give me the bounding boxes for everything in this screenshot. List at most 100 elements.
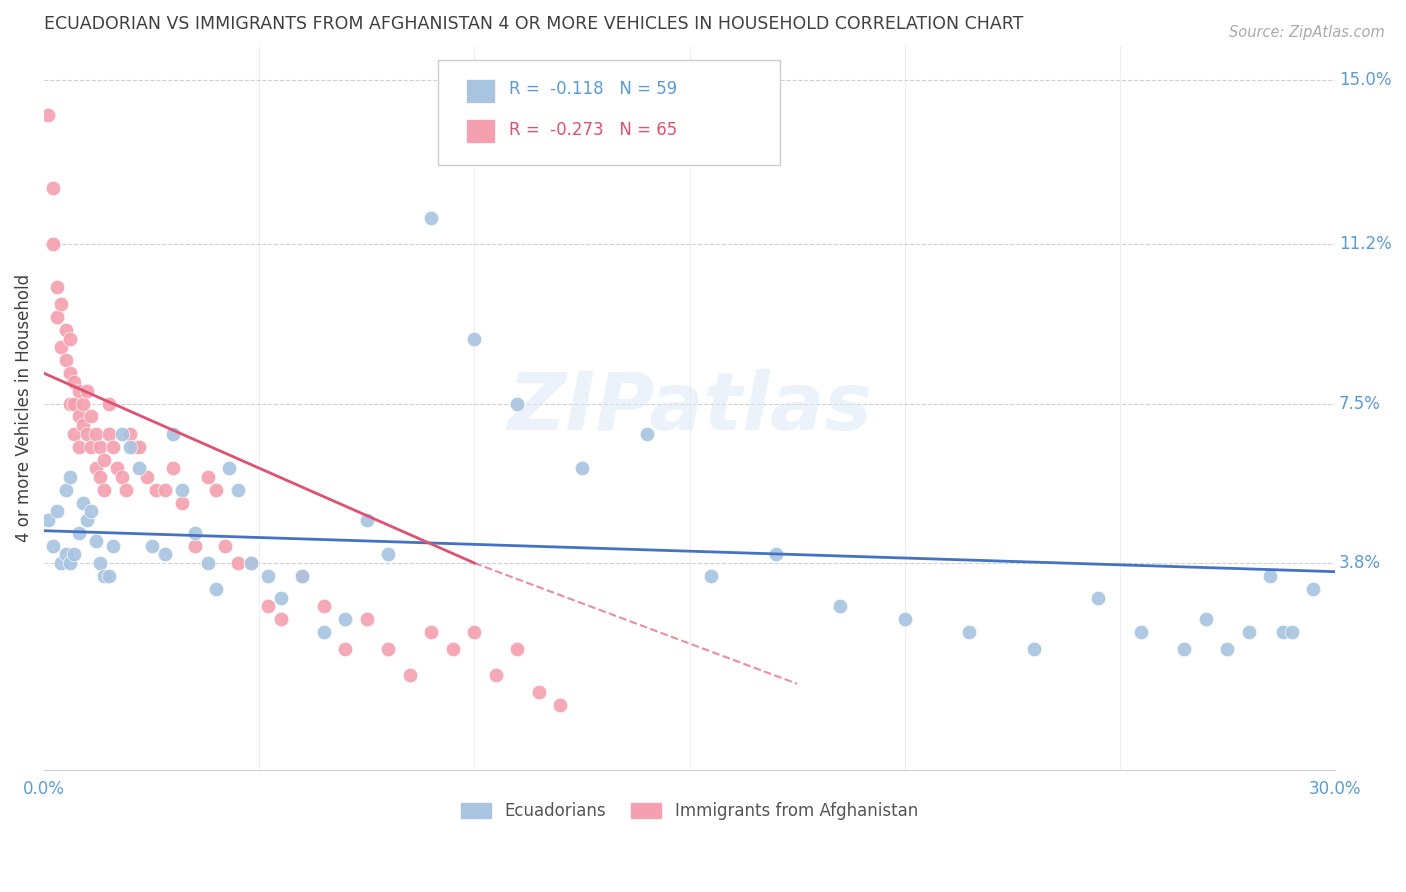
Point [84,426,107,441]
Point [205,483,228,497]
Point [51,556,73,570]
Point [636,426,658,441]
Point [63,375,86,389]
Point [101,440,124,454]
Point [226,483,249,497]
Point [162,461,184,475]
Point [197,556,219,570]
Point [441,642,464,657]
Point [356,513,378,527]
Point [1302,582,1324,596]
Point [55,353,77,368]
Point [527,685,550,699]
Point [1281,625,1303,640]
Bar [467,120,495,144]
Point [76,426,98,441]
Legend: Ecuadorians, Immigrants from Afghanistan: Ecuadorians, Immigrants from Afghanistan [454,796,925,827]
Point [67,409,90,424]
Point [115,483,138,497]
Point [830,599,852,614]
Point [1237,625,1260,640]
Point [1087,591,1109,605]
Point [1173,642,1195,657]
Text: Source: ZipAtlas.com: Source: ZipAtlas.com [1229,25,1385,40]
Point [41,237,63,252]
Text: 3.8%: 3.8% [1339,554,1381,572]
Y-axis label: 4 or more Vehicles in Household: 4 or more Vehicles in Household [15,274,32,542]
Point [67,384,90,398]
Point [136,470,159,484]
Point [291,569,314,583]
Point [128,440,150,454]
Point [89,470,111,484]
Point [270,612,292,626]
Point [41,539,63,553]
Point [59,396,82,410]
FancyBboxPatch shape [437,60,780,165]
Point [1130,625,1153,640]
Point [239,556,262,570]
Point [37,108,59,122]
Point [463,625,485,640]
Text: R =  -0.118   N = 59: R = -0.118 N = 59 [509,79,678,98]
Point [257,569,280,583]
Point [700,569,723,583]
Point [59,367,82,381]
Point [80,409,103,424]
Point [957,625,980,640]
Point [356,612,378,626]
Point [59,332,82,346]
Point [893,612,915,626]
Point [97,426,120,441]
Point [183,525,205,540]
Text: ZIPatlas: ZIPatlas [508,368,872,447]
Text: 11.2%: 11.2% [1339,235,1392,253]
Point [1216,642,1239,657]
Point [46,280,69,294]
Point [84,461,107,475]
Point [170,496,193,510]
Point [93,483,115,497]
Point [63,548,86,562]
Point [84,534,107,549]
Point [51,297,73,311]
Point [145,483,167,497]
Point [550,698,572,713]
Text: 15.0%: 15.0% [1339,71,1392,89]
Point [128,461,150,475]
Point [1272,625,1295,640]
Point [67,440,90,454]
Point [312,625,335,640]
Point [141,539,163,553]
Point [80,504,103,518]
Point [1260,569,1282,583]
Point [97,569,120,583]
Point [153,548,176,562]
Point [270,591,292,605]
Point [41,181,63,195]
Point [105,461,128,475]
Point [63,396,86,410]
Point [55,483,77,497]
Point [170,483,193,497]
Point [72,396,94,410]
Point [153,483,176,497]
Point [1022,642,1045,657]
Point [59,556,82,570]
Point [183,539,205,553]
Point [72,496,94,510]
Point [218,461,240,475]
Point [93,569,115,583]
Point [51,341,73,355]
Point [162,426,184,441]
Point [463,332,485,346]
Point [37,513,59,527]
Point [214,539,236,553]
Point [63,426,86,441]
Point [55,323,77,337]
Point [110,426,132,441]
Point [335,612,357,626]
Point [420,625,443,640]
Point [101,539,124,553]
Text: ECUADORIAN VS IMMIGRANTS FROM AFGHANISTAN 4 OR MORE VEHICLES IN HOUSEHOLD CORREL: ECUADORIAN VS IMMIGRANTS FROM AFGHANISTA… [44,15,1024,33]
